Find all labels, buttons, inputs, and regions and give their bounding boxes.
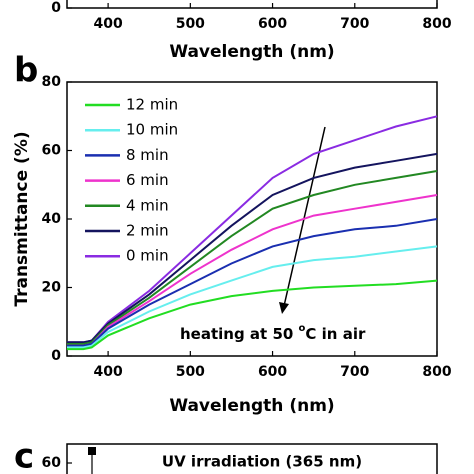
legend-label: 12 min — [126, 96, 178, 114]
x-tick-label: 500 — [176, 16, 205, 32]
x-tick-label: 400 — [93, 364, 122, 380]
y-tick-label: 0 — [51, 348, 61, 364]
x-axis-title: Wavelength (nm) — [169, 396, 334, 416]
y-tick-label: 0 — [51, 0, 61, 16]
x-tick-label: 800 — [422, 16, 451, 32]
line-series — [67, 245, 438, 349]
annotation: heating at 50 oC in air — [180, 323, 366, 343]
x-tick-label: 700 — [340, 364, 369, 380]
arrow-head — [279, 302, 289, 314]
panel-title: UV irradiation (365 nm) — [162, 453, 362, 471]
y-tick-label: 60 — [42, 143, 62, 159]
legend-label: 2 min — [126, 222, 169, 240]
marker — [88, 447, 96, 455]
y-tick-label: 80 — [42, 74, 62, 90]
y-tick-label: 40 — [42, 211, 62, 227]
line-series — [67, 218, 438, 347]
plot-frame — [66, 0, 438, 9]
legend-label: 8 min — [126, 146, 169, 164]
x-tick-label: 400 — [93, 16, 122, 32]
line-series — [67, 194, 438, 347]
x-tick-label: 600 — [258, 16, 287, 32]
y-tick-label: 60 — [42, 455, 62, 471]
line-series — [67, 115, 438, 344]
annotation-text: heating at 50 — [180, 325, 299, 343]
panel-label: b — [14, 51, 38, 91]
plot-frame — [66, 443, 438, 474]
legend-label: 0 min — [126, 247, 169, 265]
legend-label: 10 min — [126, 121, 178, 139]
line-series — [67, 152, 438, 344]
line-series — [67, 170, 438, 345]
annotation-superscript: o — [299, 323, 306, 334]
annotation-text: C in air — [305, 325, 366, 343]
x-tick-label: 700 — [340, 16, 369, 32]
line-series — [67, 279, 438, 351]
x-tick-label: 500 — [176, 364, 205, 380]
legend-label: 6 min — [126, 171, 169, 189]
arrow — [283, 126, 326, 307]
panel-label: c — [14, 437, 34, 474]
x-tick-label: 800 — [422, 364, 451, 380]
y-tick-label: 20 — [42, 280, 62, 296]
x-tick-label: 600 — [258, 364, 287, 380]
legend-label: 4 min — [126, 196, 169, 214]
x-axis-title: Wavelength (nm) — [169, 42, 334, 62]
y-axis-title: Transmittance (%) — [12, 131, 32, 306]
